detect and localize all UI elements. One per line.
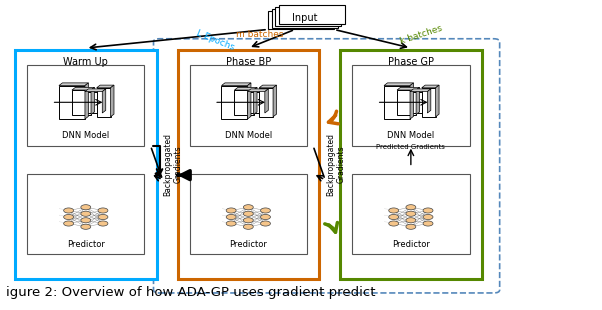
Bar: [268, 11, 334, 29]
Circle shape: [406, 224, 416, 229]
Circle shape: [423, 215, 433, 219]
Polygon shape: [259, 85, 276, 88]
Bar: [27, 174, 144, 254]
Polygon shape: [422, 85, 439, 88]
Text: Warm Up: Warm Up: [63, 57, 108, 67]
Polygon shape: [384, 83, 414, 86]
Circle shape: [81, 224, 91, 229]
Polygon shape: [247, 83, 251, 119]
Circle shape: [243, 211, 253, 216]
Circle shape: [261, 215, 270, 219]
Polygon shape: [397, 87, 420, 90]
Bar: [384, 86, 410, 119]
Circle shape: [98, 221, 108, 226]
Circle shape: [423, 221, 433, 226]
Bar: [410, 91, 427, 113]
Polygon shape: [410, 89, 431, 91]
Bar: [279, 5, 345, 24]
Circle shape: [243, 205, 253, 210]
Text: Predicted Gradients: Predicted Gradients: [376, 144, 445, 150]
Circle shape: [98, 208, 108, 213]
Bar: [422, 88, 436, 117]
Bar: [397, 90, 416, 115]
Text: Backpropagated
Gradients: Backpropagated Gradients: [164, 133, 183, 196]
Bar: [275, 7, 341, 26]
Circle shape: [389, 215, 399, 219]
Polygon shape: [102, 89, 106, 113]
Bar: [352, 65, 470, 146]
Bar: [259, 88, 273, 117]
Bar: [178, 50, 319, 279]
Circle shape: [406, 211, 416, 216]
Bar: [222, 86, 247, 119]
Text: m batches: m batches: [236, 30, 284, 39]
Text: Backpropagated
Gradients: Backpropagated Gradients: [326, 133, 346, 196]
Polygon shape: [427, 89, 431, 113]
Text: L Epochs: L Epochs: [194, 29, 235, 52]
Polygon shape: [234, 87, 257, 90]
Text: DNN Model: DNN Model: [225, 131, 272, 140]
Polygon shape: [91, 87, 95, 115]
Text: Input: Input: [292, 13, 317, 23]
Circle shape: [64, 221, 73, 226]
Circle shape: [64, 208, 73, 213]
Polygon shape: [72, 87, 95, 90]
Bar: [27, 65, 144, 146]
Polygon shape: [59, 83, 88, 86]
Text: DNN Model: DNN Model: [387, 131, 435, 140]
Bar: [247, 91, 265, 113]
Bar: [15, 50, 157, 279]
Text: Predictor: Predictor: [67, 240, 105, 249]
Circle shape: [406, 205, 416, 210]
Polygon shape: [416, 87, 420, 115]
Bar: [340, 50, 482, 279]
Bar: [85, 91, 102, 113]
Polygon shape: [111, 85, 114, 117]
Polygon shape: [85, 89, 106, 91]
Bar: [234, 90, 253, 115]
Circle shape: [243, 224, 253, 229]
Circle shape: [261, 208, 270, 213]
Circle shape: [389, 221, 399, 226]
Polygon shape: [247, 89, 268, 91]
Text: Predictor: Predictor: [392, 240, 430, 249]
Text: Predictor: Predictor: [229, 240, 267, 249]
Polygon shape: [97, 85, 114, 88]
Circle shape: [81, 205, 91, 210]
Text: DNN Model: DNN Model: [62, 131, 110, 140]
Circle shape: [81, 218, 91, 223]
Circle shape: [81, 211, 91, 216]
Bar: [97, 88, 111, 117]
Circle shape: [226, 215, 236, 219]
Circle shape: [243, 218, 253, 223]
Bar: [272, 9, 338, 28]
Polygon shape: [85, 83, 88, 119]
Polygon shape: [253, 87, 257, 115]
Bar: [190, 174, 307, 254]
Bar: [352, 174, 470, 254]
Text: igure 2: Overview of how ADA-GP uses gradient predict: igure 2: Overview of how ADA-GP uses gra…: [6, 286, 376, 299]
Bar: [59, 86, 85, 119]
Circle shape: [406, 218, 416, 223]
Circle shape: [64, 215, 73, 219]
Text: Phase BP: Phase BP: [226, 57, 271, 67]
Circle shape: [261, 221, 270, 226]
Text: k batches: k batches: [399, 24, 444, 46]
Text: Phase GP: Phase GP: [388, 57, 434, 67]
Bar: [190, 65, 307, 146]
Polygon shape: [436, 85, 439, 117]
Polygon shape: [265, 89, 268, 113]
Circle shape: [98, 215, 108, 219]
Circle shape: [389, 208, 399, 213]
Circle shape: [423, 208, 433, 213]
Circle shape: [226, 221, 236, 226]
Bar: [72, 90, 91, 115]
Polygon shape: [410, 83, 414, 119]
Circle shape: [226, 208, 236, 213]
Polygon shape: [273, 85, 276, 117]
Polygon shape: [222, 83, 251, 86]
